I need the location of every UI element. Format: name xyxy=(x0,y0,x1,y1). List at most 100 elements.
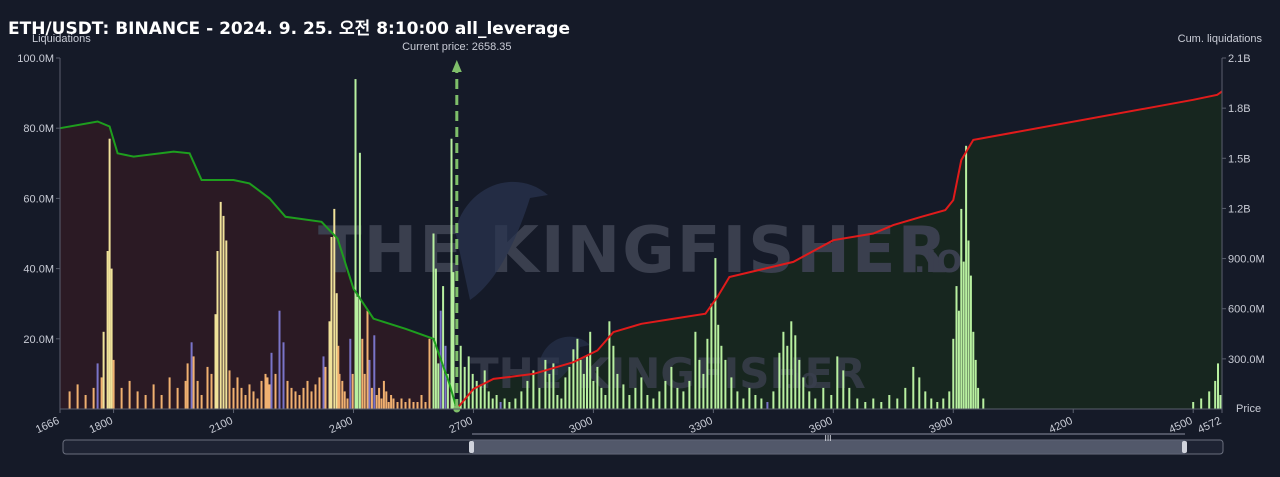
liquidation-bar xyxy=(778,352,781,409)
liquidation-bar xyxy=(392,398,395,409)
right-tick-label: 1.5B xyxy=(1228,153,1251,165)
current-price-arrow-icon xyxy=(451,60,462,72)
liquidation-bar xyxy=(710,303,713,409)
liquidation-bar xyxy=(977,387,980,409)
liquidation-bar xyxy=(216,251,219,409)
liquidation-bar xyxy=(836,356,839,409)
liquidation-bar xyxy=(622,384,625,409)
liquidation-bar xyxy=(698,359,701,409)
liquidation-bar xyxy=(240,387,243,409)
liquidation-bar xyxy=(596,366,599,409)
liquidation-bar xyxy=(380,398,383,409)
liquidation-bar xyxy=(608,321,611,409)
long-cum-area xyxy=(456,91,1222,410)
current-price-label: Current price: 2658.35 xyxy=(402,41,511,53)
liquidation-bar xyxy=(487,391,490,409)
scrollbar-right-handle[interactable] xyxy=(1182,441,1187,453)
x-axis-title: Price xyxy=(1236,403,1261,415)
liquidation-bar xyxy=(128,380,131,409)
liquidation-bar xyxy=(640,377,643,409)
left-tick-label: 100.0M xyxy=(17,53,54,65)
liquidation-bar xyxy=(974,359,977,409)
liquidation-bar xyxy=(1217,363,1219,409)
liquidation-bar xyxy=(526,380,529,409)
liquidation-bar xyxy=(192,356,195,409)
liquidation-bar xyxy=(328,321,331,409)
liquidation-bar xyxy=(766,402,769,409)
liquidation-bar xyxy=(444,345,447,409)
liquidation-bar xyxy=(232,387,235,409)
liquidation-bar xyxy=(790,321,793,409)
liquidation-bar xyxy=(772,391,775,409)
liquidation-bar xyxy=(446,373,449,409)
liquidation-bar xyxy=(794,335,797,409)
liquidation-bar xyxy=(252,391,255,409)
liquidation-bar xyxy=(628,395,631,409)
x-tick-label: 3600 xyxy=(807,415,834,436)
liquidation-bar xyxy=(646,395,649,409)
liquidation-bar xyxy=(888,395,891,409)
liquidation-bar xyxy=(586,356,588,409)
x-tick-label: 4572 xyxy=(1196,415,1223,436)
liquidation-bar xyxy=(471,373,474,409)
liquidation-bar xyxy=(658,391,661,409)
liquidation-bar xyxy=(936,402,939,409)
liquidation-bar xyxy=(244,395,247,409)
liquidation-bar xyxy=(856,398,859,409)
range-scrollbar[interactable]: III xyxy=(62,433,1224,455)
liquidation-bar xyxy=(160,395,163,409)
liquidation-bar xyxy=(168,377,171,409)
liquidation-bar xyxy=(1214,380,1217,409)
liquidation-bar xyxy=(420,395,423,409)
liquidation-bar xyxy=(463,366,466,409)
liquidation-bar xyxy=(576,338,579,409)
liquidation-bar xyxy=(335,293,338,409)
liquidation-bar xyxy=(375,395,378,409)
liquidation-bar xyxy=(508,402,511,409)
x-tick-label: 1800 xyxy=(88,415,115,436)
liquidation-bar xyxy=(872,398,875,409)
liquidation-bar xyxy=(96,363,99,409)
liquidation-bar xyxy=(136,391,139,409)
liquidation-bar xyxy=(176,387,179,409)
watermark-main-text: THE KINGFISHER xyxy=(318,214,949,288)
liquidation-bar xyxy=(351,373,354,409)
liquidation-bar xyxy=(962,261,965,409)
liquidation-bar xyxy=(670,366,673,409)
liquidation-bar xyxy=(830,395,833,409)
liquidation-bar xyxy=(1219,395,1222,409)
liquidation-bar xyxy=(930,398,933,409)
liquidation-bar xyxy=(400,398,403,409)
liquidation-bar xyxy=(798,359,801,409)
liquidation-bar xyxy=(278,310,281,409)
liquidation-bar xyxy=(110,268,113,409)
x-tick-label: 4500 xyxy=(1167,415,1194,436)
liquidation-bar xyxy=(634,387,637,409)
liquidation-bar xyxy=(428,338,431,409)
liquidation-bar xyxy=(664,380,667,409)
scrollbar-left-handle[interactable] xyxy=(469,441,474,453)
liquidation-bar xyxy=(387,402,390,409)
right-tick-label: 2.1B xyxy=(1228,53,1251,65)
scrollbar-thumb[interactable] xyxy=(472,440,1185,454)
liquidation-bar xyxy=(592,380,595,409)
liquidation-bar xyxy=(236,377,239,409)
liquidation-bar xyxy=(228,370,231,409)
liquidation-bar xyxy=(904,387,907,409)
liquidation-bar xyxy=(467,356,470,409)
liquidation-bar xyxy=(222,215,225,409)
liquidation-bar xyxy=(214,314,217,409)
liquidation-bar xyxy=(378,387,381,409)
liquidation-bar xyxy=(960,208,963,409)
liquidation-bar xyxy=(499,402,502,409)
kingfisher-bird-icon xyxy=(455,181,548,300)
liquidation-bar xyxy=(538,387,541,409)
liquidation-bar xyxy=(206,366,209,409)
liquidation-bar xyxy=(475,380,478,409)
liquidation-bar xyxy=(1208,391,1211,409)
liquidation-bar xyxy=(495,395,498,409)
left-axis-title: Liquidations xyxy=(32,33,91,45)
liquidation-bar xyxy=(694,331,697,409)
liquidation-bar xyxy=(302,387,305,409)
liquidation-bar xyxy=(298,395,301,409)
